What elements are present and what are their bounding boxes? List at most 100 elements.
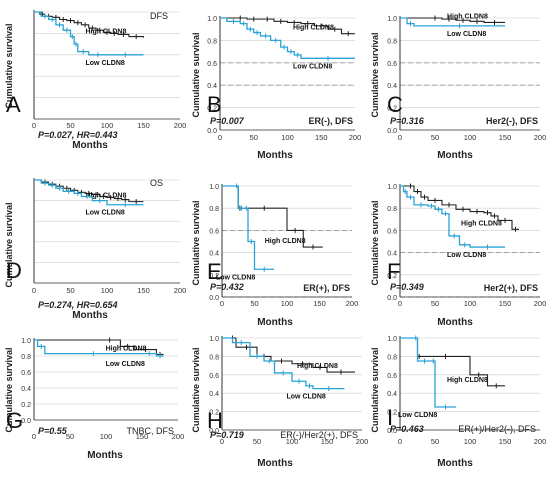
x-tick-label: 150	[499, 133, 512, 142]
y-axis-title: Cumulative survival	[4, 347, 14, 432]
y-tick-label: 0.6	[207, 61, 217, 68]
x-axis-title: Months	[437, 317, 473, 328]
low-cldn8-curve	[34, 339, 164, 357]
x-tick-label: 200	[172, 432, 185, 441]
x-tick-label: 0	[220, 299, 224, 308]
low-cldn8-curve	[400, 337, 456, 408]
x-tick-label: 100	[281, 299, 294, 308]
x-tick-label: 100	[281, 133, 294, 142]
low-cldn8-curve	[220, 17, 355, 59]
y-tick-label: 0.0	[209, 295, 219, 302]
x-tick-label: 150	[137, 121, 150, 130]
low-cldn8-curve	[400, 185, 505, 248]
km-panel-h: 0.0 0.2 0.4 0.6 0.8 1.0 0 50 100 150 200 Months Cumu…	[191, 335, 369, 469]
y-tick-label: 0.0	[387, 428, 397, 435]
y-tick-label: 1.0	[21, 338, 31, 345]
km-panel-i: 0.0 0.2 0.4 0.6 0.8 1.0 0 50 100 150 200 Months Cumu…	[370, 335, 547, 469]
km-panel-g: 0.0 0.2 0.4 0.6 0.8 1.0 0 50 100 150 200 Months Cumu…	[4, 337, 185, 461]
y-tick-label: 0.6	[21, 370, 31, 377]
y-tick-label: 0.6	[387, 373, 397, 380]
y-axis-title: Cumulative survival	[191, 32, 201, 117]
y-tick-label: 0.2	[387, 410, 397, 417]
x-tick-label: 150	[499, 437, 512, 446]
km-panel-d: 0 50 100 150 200 Months Cumulative survival Hig…	[4, 178, 186, 321]
x-tick-label: 150	[315, 133, 328, 142]
y-tick-label: 0.8	[207, 38, 217, 45]
low-cldn8-label: Low CLDN8	[86, 60, 125, 67]
low-cldn8-label: Low CLDN8	[447, 31, 486, 38]
x-tick-label: 0	[398, 299, 402, 308]
y-tick-label: 0.4	[209, 391, 219, 398]
y-tick-label: 0.6	[209, 228, 219, 235]
x-tick-label: 50	[66, 121, 74, 130]
x-axis-title: Months	[257, 150, 293, 161]
high-cldn8-label: High CLDN8	[447, 377, 488, 384]
panel-letter: C	[387, 92, 403, 117]
y-tick-label: 1.0	[387, 184, 397, 191]
y-tick-label: 0.0	[21, 418, 31, 425]
y-tick-label: 0.6	[209, 373, 219, 380]
y-tick-label: 0.4	[387, 83, 397, 90]
y-axis-title: Cumulative survival	[370, 200, 380, 285]
low-cldn8-label: Low CLDN8	[287, 394, 326, 401]
y-tick-label: 0.4	[387, 251, 397, 258]
x-tick-label: 200	[534, 133, 547, 142]
high-cldn8-label: High CLDN8	[297, 363, 338, 370]
y-tick-label: 0.2	[209, 273, 219, 280]
x-tick-label: 0	[32, 432, 36, 441]
high-cldn8-curve	[34, 339, 164, 355]
y-tick-label: 0.8	[387, 38, 397, 45]
x-axis-title: Months	[437, 150, 473, 161]
high-cldn8-label: High CLDN8	[293, 25, 334, 32]
y-tick-label: 0.8	[209, 206, 219, 213]
x-tick-label: 100	[286, 437, 299, 446]
x-tick-label: 0	[220, 437, 224, 446]
x-tick-label: 200	[174, 121, 187, 130]
stat-text: P=0.316	[390, 116, 425, 126]
stat-text: P=0.007	[210, 116, 245, 126]
subgroup-label: ER(+), DFS	[303, 283, 350, 293]
low-cldn8-label: Low CLDN8	[293, 63, 332, 70]
y-axis-title: Cumulative survival	[191, 347, 201, 432]
x-tick-label: 200	[349, 133, 362, 142]
y-tick-label: 1.0	[207, 16, 217, 23]
subgroup-label: ER(-)/Her2(+), DFS	[280, 430, 358, 440]
subgroup-label: ER(-), DFS	[309, 116, 354, 126]
subgroup-label: Her2(-), DFS	[486, 116, 538, 126]
x-tick-label: 0	[398, 133, 402, 142]
x-tick-label: 0	[398, 437, 402, 446]
km-panel-e: 0.0 0.2 0.4 0.6 0.8 1.0 0 50 100 150 200 Months Cumu…	[191, 183, 359, 328]
y-tick-label: 0.8	[21, 354, 31, 361]
y-tick-label: 0.8	[387, 354, 397, 361]
x-tick-label: 200	[534, 437, 547, 446]
stat-text: P=0.55	[38, 426, 68, 436]
low-cldn8-curve	[222, 185, 274, 270]
y-tick-label: 0.4	[207, 83, 217, 90]
x-tick-label: 150	[313, 299, 326, 308]
stat-text: P=0.463	[390, 424, 424, 434]
x-tick-label: 50	[431, 299, 439, 308]
panel-letter: E	[207, 259, 222, 284]
subgroup-label: ER(+)/Her2(-), DFS	[458, 424, 536, 434]
y-tick-label: 0.6	[387, 61, 397, 68]
x-tick-label: 200	[356, 437, 369, 446]
y-tick-label: 1.0	[209, 184, 219, 191]
x-tick-label: 200	[346, 299, 359, 308]
y-tick-label: 1.0	[387, 336, 397, 343]
y-tick-label: 1.0	[209, 336, 219, 343]
subgroup-label: Her2(+), DFS	[484, 283, 538, 293]
x-tick-label: 100	[464, 437, 477, 446]
high-cldn8-label: High CLDN8	[447, 13, 488, 20]
y-tick-label: 0.8	[387, 206, 397, 213]
x-tick-label: 50	[431, 133, 439, 142]
y-tick-label: 0.2	[21, 402, 31, 409]
y-axis-title: Cumulative survival	[4, 202, 14, 287]
low-cldn8-label: Low CLDN8	[106, 361, 145, 368]
stat-text: P=0.349	[390, 282, 424, 292]
panel-letter: I	[387, 405, 393, 430]
y-tick-label: 0.2	[387, 273, 397, 280]
endpoint-label: DFS	[150, 11, 168, 21]
stat-text: P=0.719	[210, 430, 244, 440]
y-tick-label: 0.2	[387, 106, 397, 113]
km-panel-c: 0.0 0.2 0.4 0.6 0.8 1.0 0 50 100 150 200 Months Cumu…	[370, 13, 546, 161]
